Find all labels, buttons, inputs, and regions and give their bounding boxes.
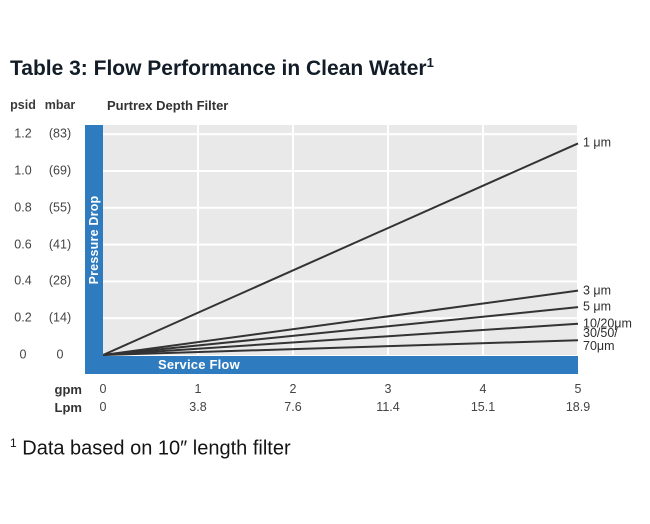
chart-title: Purtrex Depth Filter (107, 98, 229, 113)
y-unit-mbar-label: mbar (44, 98, 76, 112)
y-tick-row: 0.2 (14) (8, 311, 82, 326)
y-tick-row: 0.8 (55) (8, 200, 82, 215)
y-tick-mbar: (83) (48, 126, 72, 141)
y-tick-psid: 1.2 (14, 126, 32, 141)
x-tick-gpm: 2 (289, 382, 297, 396)
y-unit-psid-label: psid (10, 98, 36, 112)
y-tick-row: 0.6 (41) (8, 237, 82, 252)
x-tick-gpm: 4 (479, 382, 487, 396)
page-title: Table 3: Flow Performance in Clean Water… (10, 55, 434, 81)
x-axis-title: Service Flow (158, 357, 240, 372)
page-title-text: Table 3: Flow Performance in Clean Water (10, 57, 427, 80)
x-tick-gpm: 1 (194, 382, 202, 396)
y-tick-mbar: (69) (48, 163, 72, 178)
x-tick-lpm: 3.8 (189, 400, 207, 414)
y-tick-psid: 0 (19, 347, 27, 362)
service-flow-axis-bar: Service Flow (103, 356, 578, 374)
x-tick-gpm: 3 (384, 382, 392, 396)
y-axis-title: Pressure Drop (87, 195, 101, 285)
y-tick-psid: 0.8 (14, 200, 32, 215)
y-tick-mbar: (41) (48, 237, 72, 252)
footnote: 1 Data based on 10″ length filter (10, 436, 291, 461)
series-label: 30/50/70μm (583, 326, 618, 354)
y-tick-psid: 1.0 (14, 163, 32, 178)
y-tick-psid: 0.4 (14, 273, 32, 288)
y-tick-psid: 0.2 (14, 310, 32, 325)
x-tick-lpm: 18.9 (565, 400, 591, 414)
y-tick-mbar: (14) (48, 310, 72, 325)
series-label: 5 μm (583, 299, 612, 314)
series-label: 10/20μm (583, 316, 632, 331)
footnote-text: Data based on 10″ length filter (22, 437, 291, 460)
y-tick-row: 1.2 (83) (8, 127, 82, 142)
y-tick-mbar: 0 (56, 347, 64, 362)
x-tick-lpm: 11.4 (376, 400, 400, 414)
series-labels: 1 μm 3 μm 5 μm 10/20μm 30/50/70μm (583, 0, 649, 524)
pressure-drop-axis-bar: Pressure Drop (85, 125, 103, 374)
y-tick-psid: 0.6 (14, 237, 32, 252)
series-label: 3 μm (583, 283, 612, 298)
y-tick-mbar: (28) (48, 273, 72, 288)
x-tick-lpm: 7.6 (284, 400, 302, 414)
footnote-ref: 1 (10, 436, 17, 450)
y-tick-row: 1.0 (69) (8, 164, 82, 179)
x-tick-gpm: 0 (99, 382, 107, 396)
series-label: 1 μm (583, 135, 612, 150)
x-unit-gpm-label: gpm (54, 382, 82, 397)
x-tick-lpm: 0 (99, 400, 107, 414)
y-tick-row: 0.4 (28) (8, 274, 82, 289)
page-title-footnote-ref: 1 (426, 55, 434, 70)
plot-area (103, 125, 578, 355)
x-unit-lpm-label: Lpm (54, 400, 82, 415)
x-tick-gpm: 5 (574, 382, 582, 396)
y-tick-mbar: (55) (48, 200, 72, 215)
x-tick-lpm: 15.1 (470, 400, 496, 414)
